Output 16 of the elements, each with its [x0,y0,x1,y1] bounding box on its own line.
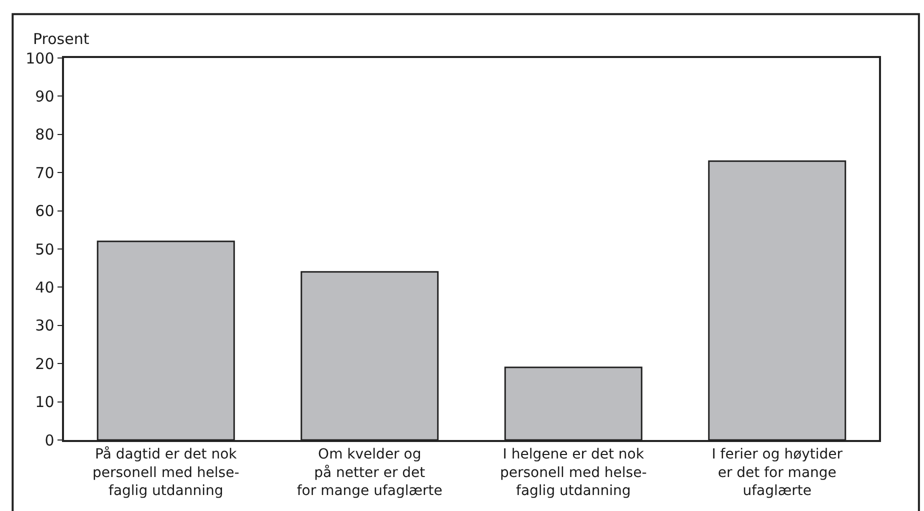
y-axis-title: Prosent [33,30,90,48]
y-tick-label: 10 [35,393,54,412]
y-tick-label: 70 [35,164,54,182]
x-tick-label: Om kvelder og på netter er det for mange ufaglærte [296,446,442,499]
y-tick-label: 50 [35,240,54,258]
x-tick-label: I helgene er det nok personell med helse- faglig utdanning [500,446,647,499]
x-tick-label: På dagtid er det nok personell med helse- faglig utdanning [92,446,240,499]
y-tick-label: 0 [44,431,54,450]
y-tick-label: 20 [35,354,54,373]
y-tick-label: 90 [35,87,54,106]
y-tick-label: 30 [35,316,54,335]
y-tick-label: 80 [35,126,54,144]
y-tick-label: 40 [35,278,54,296]
y-tick-label: 60 [35,202,54,220]
x-tick-label: I ferier og høytider er det for mange ufaglærte [712,446,843,499]
y-tick-label: 100 [26,49,54,68]
